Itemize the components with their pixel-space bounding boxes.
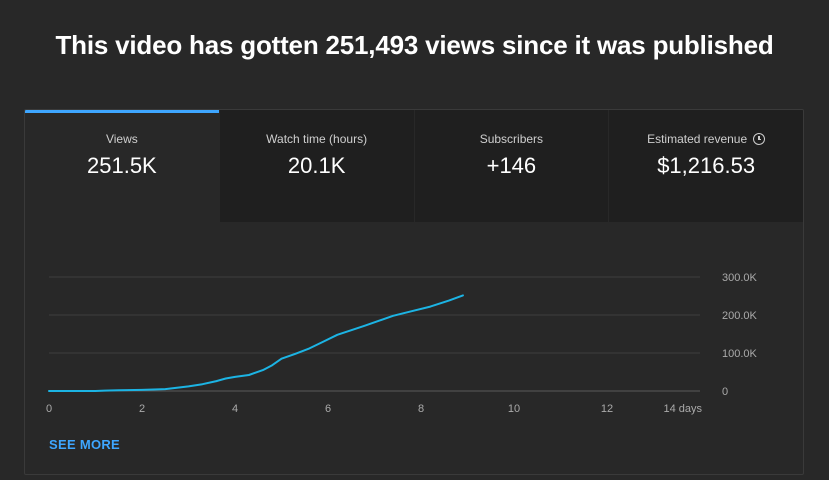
tab-watch-time-value: 20.1K: [287, 153, 346, 178]
see-more-link[interactable]: SEE MORE: [49, 437, 121, 452]
metric-tabs: Views 251.5K Watch time (hours) 20.1K Su…: [25, 110, 803, 222]
x-tick-label: 2: [139, 403, 145, 415]
tab-watch-time[interactable]: Watch time (hours) 20.1K: [218, 110, 414, 222]
views-series-line: [48, 294, 464, 392]
tab-views[interactable]: Views 251.5K: [25, 110, 219, 222]
x-tick-label: 10: [508, 403, 520, 415]
x-tick-label: 6: [325, 403, 331, 415]
tab-revenue-label-wrap: Estimated revenue: [609, 132, 803, 146]
x-tick-label: 8: [418, 403, 424, 415]
tab-views-value: 251.5K: [87, 153, 157, 178]
y-tick-label: 300.0K: [722, 272, 758, 284]
clock-icon: [753, 133, 766, 145]
y-tick-label: 0: [722, 386, 728, 398]
tab-subscribers[interactable]: Subscribers +146: [413, 110, 609, 222]
page-headline: This video has gotten 251,493 views sinc…: [55, 30, 774, 60]
tab-views-label: Views: [105, 132, 138, 146]
y-tick-label: 200.0K: [722, 310, 758, 322]
views-line-chart: 0 100.0K 200.0K 300.0K 0 2 4 6 8 10 12 14 days: [46, 272, 758, 415]
tab-subscribers-value: +146: [486, 153, 537, 178]
x-tick-label: 0: [46, 403, 52, 415]
tab-subscribers-label: Subscribers: [479, 132, 544, 146]
x-tick-label: 14 days: [663, 403, 702, 415]
y-tick-label: 100.0K: [722, 348, 758, 360]
x-tick-label: 12: [601, 403, 613, 415]
tab-revenue-value: $1,216.53: [657, 153, 756, 178]
x-tick-label: 4: [232, 403, 238, 415]
tab-estimated-revenue[interactable]: Estimated revenue $1,216.53: [608, 110, 803, 222]
tab-revenue-label: Estimated revenue: [647, 132, 748, 146]
analytics-card: Views 251.5K Watch time (hours) 20.1K Su…: [24, 109, 804, 475]
tab-watch-time-label: Watch time (hours): [266, 132, 368, 146]
